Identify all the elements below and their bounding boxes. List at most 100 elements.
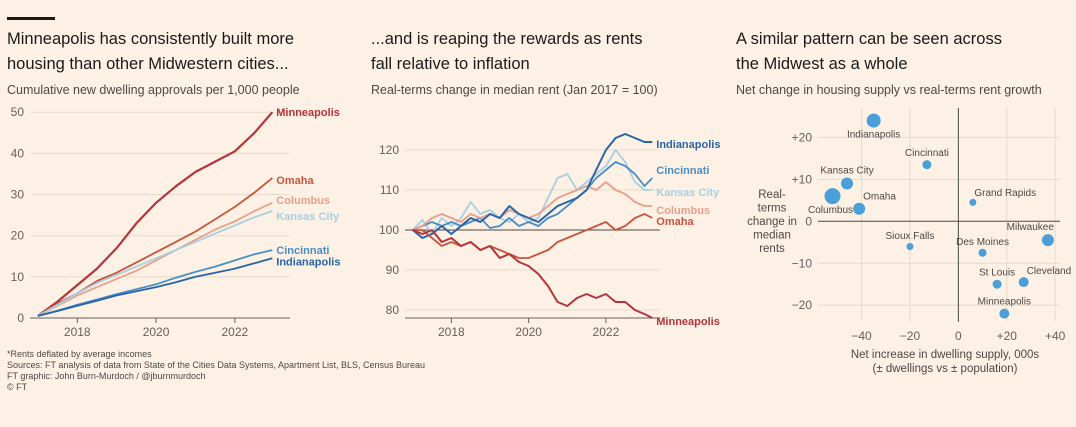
point-st-louis bbox=[992, 279, 1002, 289]
chart-2: 80 90 100 110 120 2018 2020 2022 Kansas City Cinc… bbox=[379, 133, 720, 339]
footnote-sources: Sources: FT analysis of data from State … bbox=[7, 360, 426, 370]
panel-3-title-line1: A similar pattern can be seen across bbox=[736, 30, 1002, 48]
point-minneapolis bbox=[999, 308, 1010, 319]
ft-top-rule bbox=[7, 17, 55, 20]
series-line-indianapolis bbox=[412, 133, 653, 239]
y-tick-label: 120 bbox=[379, 143, 399, 157]
point-sioux-falls bbox=[906, 242, 914, 250]
panel-1-title-line2: housing than other Midwestern cities... bbox=[7, 55, 289, 73]
point-cincinnati bbox=[922, 160, 932, 170]
point-cleveland bbox=[1018, 277, 1029, 288]
y-tick-label: 10 bbox=[11, 270, 25, 284]
series-line-indianapolis bbox=[37, 257, 273, 317]
point-label-des-moines: Des Moines bbox=[956, 237, 1009, 248]
x-tick-label: 2022 bbox=[593, 325, 620, 339]
series-label-indianapolis: Indianapolis bbox=[276, 256, 340, 268]
y-tick-label: 30 bbox=[11, 188, 25, 202]
panel-2-title-line2: fall relative to inflation bbox=[371, 55, 530, 73]
series-label-minneapolis: Minneapolis bbox=[276, 107, 340, 119]
y-tick-label: 100 bbox=[379, 223, 399, 237]
x-tick-label: 2020 bbox=[143, 325, 170, 339]
series-line-minneapolis bbox=[412, 229, 653, 319]
x-axis-title-line2: (± dwellings vs ± population) bbox=[873, 363, 1018, 375]
point-kansas-city bbox=[841, 177, 854, 190]
point-indianapolis bbox=[866, 113, 881, 128]
series-label-kansas-city: Kansas City bbox=[276, 211, 340, 223]
series-line-kansas-city bbox=[37, 210, 273, 317]
series-line-columbus bbox=[412, 181, 653, 231]
y-tick-label: 0 bbox=[17, 311, 24, 325]
x-tick-label: 0 bbox=[955, 329, 962, 343]
series-label-columbus: Columbus bbox=[656, 205, 710, 217]
point-label-sioux-falls: Sioux Falls bbox=[886, 231, 935, 242]
footnote-graphic: FT graphic: John Burn-Murdoch / @jburnmu… bbox=[7, 371, 206, 381]
point-columbus bbox=[824, 188, 841, 205]
panel-3-subtitle: Net change in housing supply vs real-ter… bbox=[736, 83, 1042, 97]
x-tick-label: 2018 bbox=[64, 325, 91, 339]
y-axis-title-line: Real- bbox=[758, 189, 786, 201]
series-label-kansas-city: Kansas City bbox=[656, 187, 720, 199]
y-tick-label: +20 bbox=[792, 130, 813, 144]
y-tick-label: +10 bbox=[792, 172, 813, 186]
series-label-cincinnati: Cincinnati bbox=[276, 245, 329, 257]
x-tick-label: −20 bbox=[900, 329, 921, 343]
panel-1-subtitle: Cumulative new dwelling approvals per 1,… bbox=[7, 83, 300, 97]
series-label-omaha: Omaha bbox=[276, 175, 314, 187]
footnote-copyright: © FT bbox=[7, 382, 28, 392]
panel-2-title-line1: ...and is reaping the rewards as rents bbox=[371, 30, 643, 48]
point-label-omaha: Omaha bbox=[863, 192, 896, 203]
x-axis-title-line1: Net increase in dwelling supply, 000s bbox=[851, 349, 1040, 361]
point-label-kansas-city: Kansas City bbox=[820, 166, 873, 177]
x-tick-label: 2022 bbox=[221, 325, 248, 339]
y-tick-label: 50 bbox=[11, 105, 25, 119]
y-axis-title-line: median bbox=[753, 230, 791, 242]
point-des-moines bbox=[978, 248, 987, 257]
series-line-minneapolis bbox=[37, 111, 274, 317]
panel-3-title-line2: the Midwest as a whole bbox=[736, 55, 908, 73]
series-line-cincinnati bbox=[412, 161, 653, 231]
panel-3-title: A similar pattern can be seen across the… bbox=[736, 27, 1002, 77]
series-label-cincinnati: Cincinnati bbox=[656, 165, 709, 177]
point-label-milwaukee: Milwaukee bbox=[1007, 222, 1055, 233]
point-label-columbus: Columbus bbox=[808, 205, 853, 216]
series-line-columbus bbox=[37, 201, 273, 317]
x-tick-label: +20 bbox=[997, 329, 1018, 343]
series-label-columbus: Columbus bbox=[276, 195, 330, 207]
point-omaha bbox=[853, 202, 866, 215]
x-tick-label: −40 bbox=[851, 329, 872, 343]
point-label-grand-rapids: Grand Rapids bbox=[974, 188, 1036, 199]
panel-1-title: Minneapolis has consistently built more … bbox=[7, 27, 294, 77]
y-axis-title-line: change in bbox=[747, 216, 797, 228]
footnote-note: *Rents deflated by average incomes bbox=[7, 349, 152, 359]
y-tick-label: 40 bbox=[11, 146, 25, 160]
panel-1-title-line1: Minneapolis has consistently built more bbox=[7, 30, 295, 48]
series-label-omaha: Omaha bbox=[656, 216, 694, 228]
y-tick-label: −10 bbox=[792, 256, 813, 270]
x-tick-label: 2018 bbox=[438, 325, 465, 339]
chart-3: +20 +10 0 −10 −20 −40 −20 0 +20 +40 Real-termschan… bbox=[747, 108, 1071, 375]
series-label-minneapolis: Minneapolis bbox=[656, 316, 720, 328]
y-axis-title-line: rents bbox=[759, 243, 785, 255]
point-milwaukee bbox=[1041, 234, 1054, 247]
series-line-omaha bbox=[412, 213, 653, 259]
point-label-st-louis: St Louis bbox=[979, 268, 1015, 279]
x-tick-label: +40 bbox=[1045, 329, 1066, 343]
point-label-cincinnati: Cincinnati bbox=[905, 148, 949, 159]
point-label-minneapolis: Minneapolis bbox=[978, 297, 1031, 308]
panel-2-subtitle: Real-terms change in median rent (Jan 20… bbox=[371, 83, 658, 97]
point-label-indianapolis: Indianapolis bbox=[847, 130, 900, 141]
series-label-indianapolis: Indianapolis bbox=[656, 139, 720, 151]
y-tick-label: 90 bbox=[386, 263, 400, 277]
y-tick-label: 0 bbox=[805, 214, 812, 228]
panel-2-title: ...and is reaping the rewards as rents f… bbox=[371, 27, 642, 77]
y-tick-label: −20 bbox=[792, 298, 813, 312]
point-label-cleveland: Cleveland bbox=[1027, 266, 1071, 277]
chart-1: 0 10 20 30 40 50 2018 2020 2022 Minneapolis Omaha C… bbox=[11, 105, 341, 339]
point-grand-rapids bbox=[969, 198, 977, 206]
x-tick-label: 2020 bbox=[515, 325, 542, 339]
y-tick-label: 110 bbox=[380, 183, 399, 197]
y-tick-label: 20 bbox=[11, 229, 25, 243]
y-tick-label: 80 bbox=[386, 303, 400, 317]
y-axis-title-line: terms bbox=[758, 203, 787, 215]
